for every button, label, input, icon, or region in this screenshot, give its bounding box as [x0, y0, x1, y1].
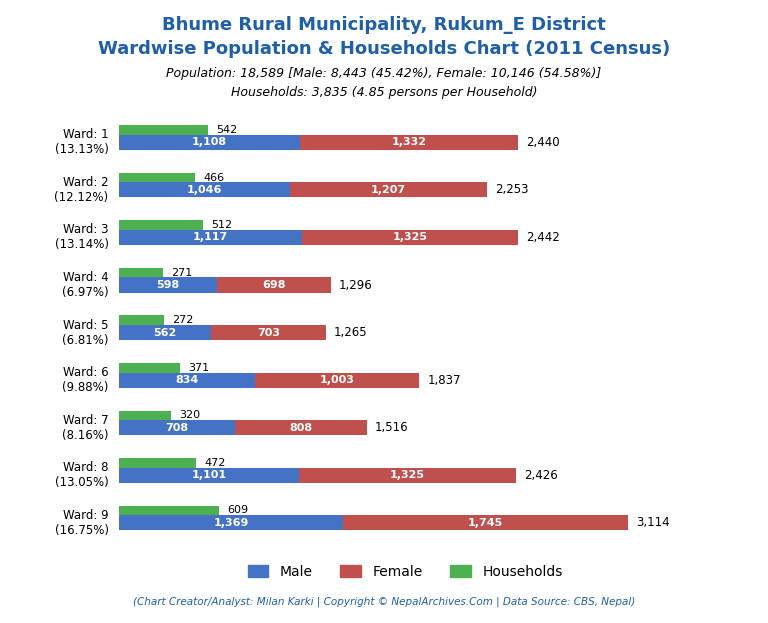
Text: 466: 466: [204, 173, 224, 183]
Text: 371: 371: [188, 363, 209, 373]
Text: 320: 320: [180, 411, 200, 421]
Bar: [300, 135, 518, 150]
Bar: [211, 325, 326, 340]
Bar: [119, 458, 196, 468]
Text: 1,332: 1,332: [392, 137, 426, 147]
Text: 562: 562: [154, 328, 177, 338]
Text: 598: 598: [157, 280, 180, 290]
Bar: [290, 183, 488, 197]
Bar: [256, 373, 419, 388]
Bar: [119, 315, 164, 325]
Bar: [119, 125, 207, 135]
Bar: [119, 221, 203, 230]
Text: 834: 834: [176, 375, 199, 385]
Text: 2,253: 2,253: [495, 183, 529, 196]
Text: 1,369: 1,369: [214, 518, 249, 528]
Text: Bhume Rural Municipality, Rukum_E District: Bhume Rural Municipality, Rukum_E Distri…: [162, 16, 606, 34]
Bar: [235, 420, 367, 435]
Bar: [119, 515, 343, 530]
Text: 1,207: 1,207: [371, 185, 406, 195]
Bar: [119, 373, 256, 388]
Text: 1,117: 1,117: [193, 232, 228, 242]
Bar: [343, 515, 628, 530]
Text: Population: 18,589 [Male: 8,443 (45.42%), Female: 10,146 (54.58%)]: Population: 18,589 [Male: 8,443 (45.42%)…: [167, 67, 601, 80]
Text: 472: 472: [204, 458, 226, 468]
Bar: [302, 230, 518, 245]
Text: 3,114: 3,114: [636, 516, 670, 530]
Text: 1,296: 1,296: [339, 278, 372, 292]
Bar: [119, 268, 164, 277]
Text: 1,325: 1,325: [392, 232, 428, 242]
Text: 1,046: 1,046: [187, 185, 222, 195]
Text: 1,745: 1,745: [468, 518, 503, 528]
Text: 512: 512: [211, 220, 232, 230]
Text: Households: 3,835 (4.85 persons per Household): Households: 3,835 (4.85 persons per Hous…: [230, 86, 538, 99]
Text: 271: 271: [171, 268, 193, 278]
Bar: [119, 230, 302, 245]
Text: 2,426: 2,426: [524, 468, 558, 482]
Text: 1,101: 1,101: [191, 470, 227, 480]
Bar: [119, 420, 235, 435]
Bar: [119, 506, 219, 515]
Bar: [217, 277, 331, 293]
Bar: [119, 325, 211, 340]
Text: 1,108: 1,108: [192, 137, 227, 147]
Text: 708: 708: [165, 422, 188, 433]
Text: 698: 698: [262, 280, 286, 290]
Bar: [119, 135, 300, 150]
Bar: [119, 411, 171, 420]
Text: 1,265: 1,265: [334, 326, 368, 339]
Bar: [119, 183, 290, 197]
Bar: [119, 173, 195, 183]
Text: 272: 272: [172, 315, 193, 325]
Text: (Chart Creator/Analyst: Milan Karki | Copyright © NepalArchives.Com | Data Sourc: (Chart Creator/Analyst: Milan Karki | Co…: [133, 597, 635, 607]
Text: 1,325: 1,325: [390, 470, 425, 480]
Text: 609: 609: [227, 505, 248, 515]
Bar: [119, 277, 217, 293]
Text: 1,003: 1,003: [320, 375, 355, 385]
Legend: Male, Female, Households: Male, Female, Households: [242, 559, 568, 584]
Text: 1,837: 1,837: [428, 374, 461, 387]
Text: 808: 808: [290, 422, 313, 433]
Bar: [299, 468, 515, 483]
Text: 703: 703: [257, 328, 280, 338]
Bar: [119, 363, 180, 373]
Text: 1,516: 1,516: [375, 421, 409, 434]
Text: 2,440: 2,440: [526, 136, 560, 149]
Bar: [119, 468, 299, 483]
Text: Wardwise Population & Households Chart (2011 Census): Wardwise Population & Households Chart (…: [98, 40, 670, 59]
Text: 2,442: 2,442: [526, 231, 560, 244]
Text: 542: 542: [216, 125, 237, 135]
